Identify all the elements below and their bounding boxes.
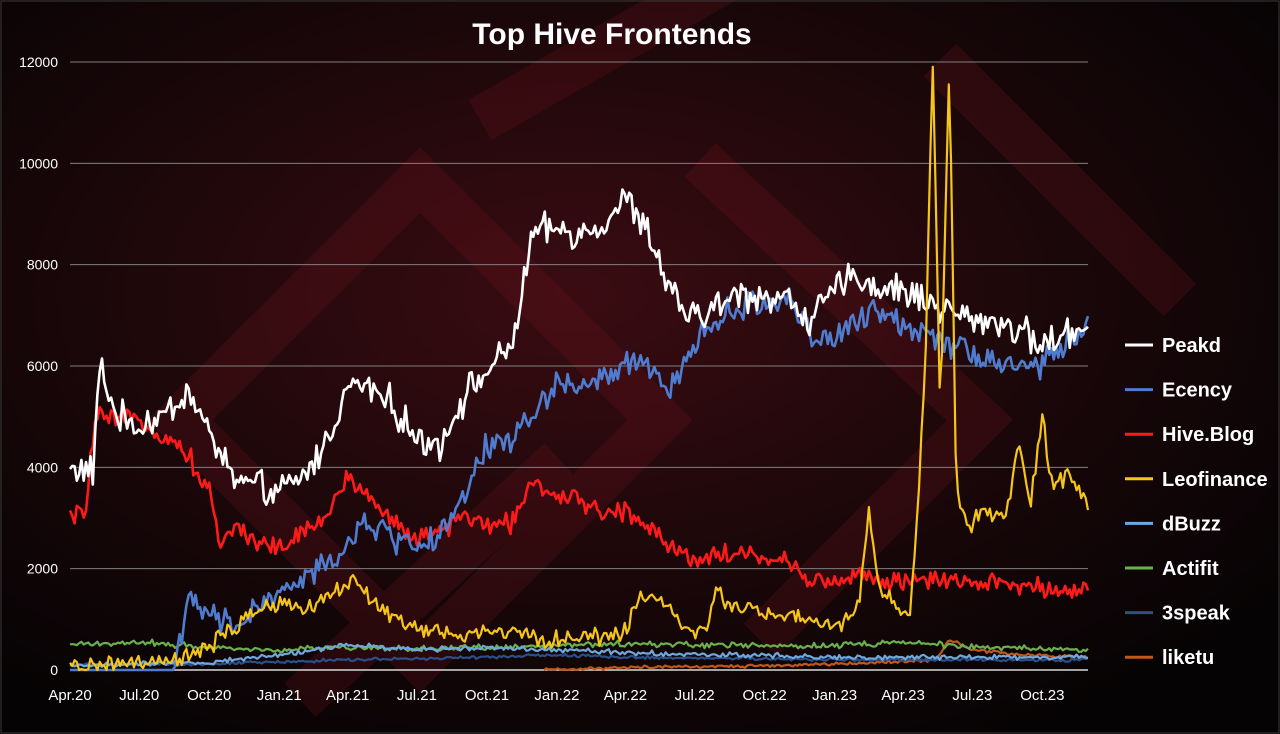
x-tick-label: Apr.22 [604, 687, 647, 704]
series-line-peakd [68, 188, 1089, 506]
y-axis-tick-labels: 0 2000 4000 6000 8000 10000 12000 [19, 54, 58, 678]
y-tick-label: 8000 [27, 257, 58, 273]
x-tick-label: Apr.23 [881, 687, 924, 704]
x-tick-label: Jul.20 [119, 687, 159, 704]
legend-label: Peakd [1162, 335, 1221, 357]
y-tick-label: 6000 [27, 358, 58, 374]
x-tick-label: Apr.21 [326, 687, 369, 704]
x-tick-label: Jan.22 [534, 687, 579, 704]
legend-label: Actifit [1162, 558, 1219, 580]
series-line-actifit [69, 638, 1089, 654]
legend-label: Leofinance [1162, 469, 1268, 491]
x-tick-label: Jan.21 [257, 687, 302, 704]
background-logo-pattern [147, 0, 1197, 717]
y-tick-label: 12000 [19, 54, 58, 70]
y-tick-label: 4000 [27, 459, 58, 475]
y-tick-label: 0 [50, 662, 58, 678]
y-tick-label: 2000 [27, 561, 58, 577]
x-tick-label: Jul.21 [397, 687, 437, 704]
x-tick-label: Jan.23 [812, 687, 857, 704]
x-tick-label: Apr.20 [48, 687, 91, 704]
series-line-hive-blog [68, 405, 1090, 599]
x-tick-label: Oct.21 [465, 687, 509, 704]
series-line-leofinance [69, 65, 1090, 672]
x-tick-label: Oct.20 [187, 687, 231, 704]
x-axis-tick-labels: Apr.20 Jul.20 Oct.20 Jan.21 Apr.21 Jul.21 Oct.… [48, 687, 1064, 704]
series-lines [68, 65, 1090, 672]
series-line-3speak [69, 653, 1089, 668]
x-tick-label: Oct.23 [1020, 687, 1064, 704]
y-tick-label: 10000 [19, 155, 58, 171]
legend-label: dBuzz [1162, 513, 1221, 535]
x-tick-label: Jul.22 [675, 687, 715, 704]
legend: Peakd Ecency Hive.Blog Leofinance dBuzz Actif… [1125, 335, 1268, 669]
legend-label: Ecency [1162, 380, 1233, 402]
chart-title: Top Hive Frontends [472, 18, 751, 51]
x-tick-label: Oct.22 [743, 687, 787, 704]
legend-label: 3speak [1162, 603, 1231, 625]
legend-label: liketu [1162, 647, 1214, 669]
legend-label: Hive.Blog [1162, 424, 1254, 446]
series-line-dbuzz [69, 642, 1089, 668]
x-tick-label: Jul.23 [952, 687, 992, 704]
series-line-liketu [543, 639, 1088, 672]
